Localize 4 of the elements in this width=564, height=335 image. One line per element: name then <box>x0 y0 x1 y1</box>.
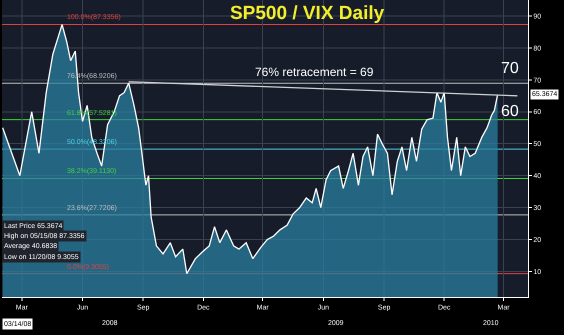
annotation: 76% retracement = 69 <box>255 65 374 79</box>
annotation: 70 <box>501 60 519 77</box>
annotation: 60 <box>501 103 519 120</box>
chart-title: SP500 / VIX Daily <box>230 3 385 24</box>
